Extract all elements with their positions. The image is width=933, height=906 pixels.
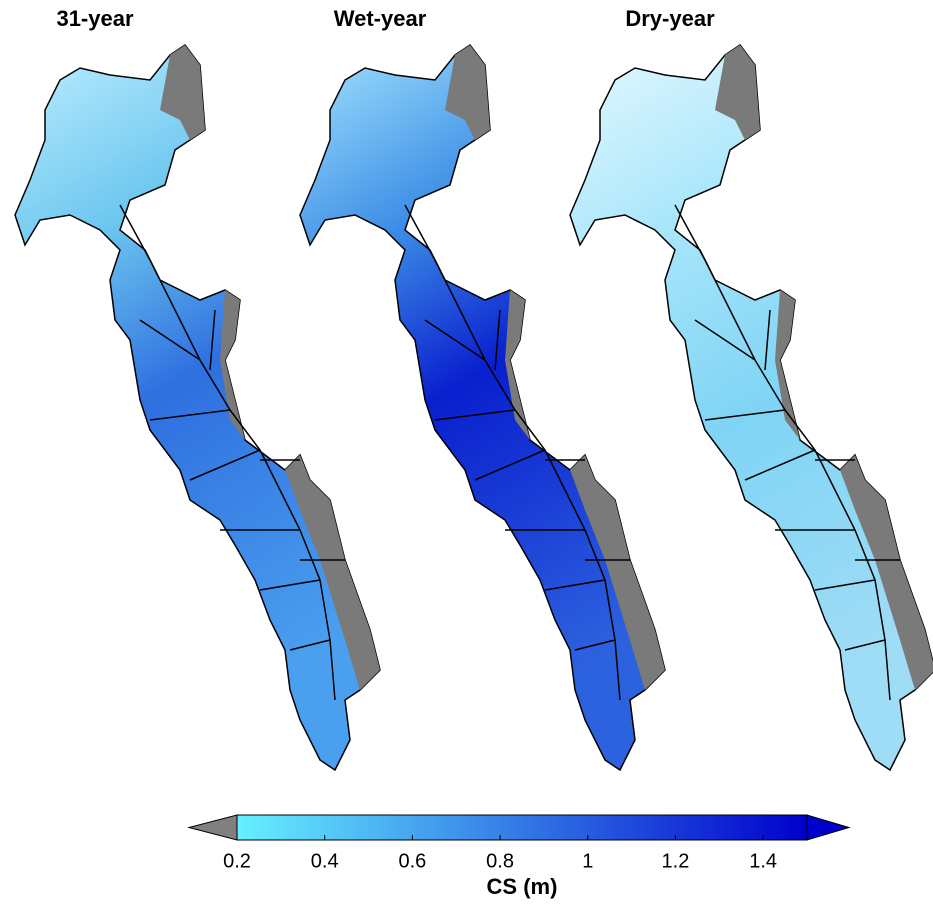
map-panel: 31-year <box>14 6 381 771</box>
colorbar-over <box>806 814 851 841</box>
maps: 31-year Wet-year Dry-year <box>14 6 933 771</box>
colorbar-under <box>187 814 238 841</box>
tick-label: 1 <box>582 850 593 872</box>
tick-label: 0.8 <box>486 850 514 872</box>
tick-label: 0.6 <box>398 850 426 872</box>
colorbar <box>236 814 808 841</box>
tick-label: 0.4 <box>311 850 339 872</box>
tick-label: 0.2 <box>223 850 251 872</box>
tick-label: 1.4 <box>749 850 777 872</box>
map-panel: Wet-year <box>299 6 666 771</box>
panel-title: Dry-year <box>625 6 715 31</box>
map-panel: Dry-year <box>569 6 933 771</box>
panel-title: Wet-year <box>334 6 427 31</box>
colorbar-label: CS (m) <box>487 874 558 899</box>
tick-label: 1.2 <box>662 850 690 872</box>
panel-title: 31-year <box>56 6 134 31</box>
